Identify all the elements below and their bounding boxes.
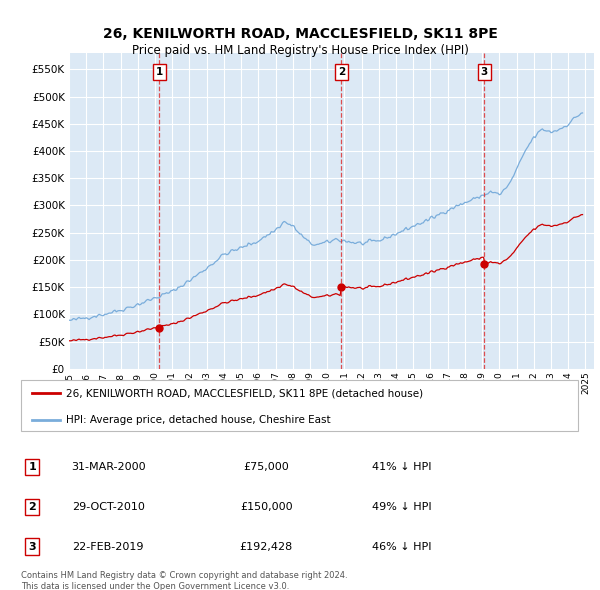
Text: HPI: Average price, detached house, Cheshire East: HPI: Average price, detached house, Ches… xyxy=(66,415,331,425)
Text: Price paid vs. HM Land Registry's House Price Index (HPI): Price paid vs. HM Land Registry's House … xyxy=(131,44,469,57)
Text: 3: 3 xyxy=(481,67,488,77)
Text: 49% ↓ HPI: 49% ↓ HPI xyxy=(372,502,431,512)
Text: 3: 3 xyxy=(28,542,36,552)
Text: 1: 1 xyxy=(156,67,163,77)
Text: 31-MAR-2000: 31-MAR-2000 xyxy=(71,463,146,472)
Text: 26, KENILWORTH ROAD, MACCLESFIELD, SK11 8PE (detached house): 26, KENILWORTH ROAD, MACCLESFIELD, SK11 … xyxy=(66,388,423,398)
FancyBboxPatch shape xyxy=(21,380,578,431)
Text: 29-OCT-2010: 29-OCT-2010 xyxy=(72,502,145,512)
Text: £150,000: £150,000 xyxy=(240,502,292,512)
Text: 41% ↓ HPI: 41% ↓ HPI xyxy=(372,463,431,472)
Text: 1: 1 xyxy=(28,463,36,472)
Text: 2: 2 xyxy=(338,67,345,77)
Text: 26, KENILWORTH ROAD, MACCLESFIELD, SK11 8PE: 26, KENILWORTH ROAD, MACCLESFIELD, SK11 … xyxy=(103,27,497,41)
Text: 2: 2 xyxy=(28,502,36,512)
Text: Contains HM Land Registry data © Crown copyright and database right 2024.
This d: Contains HM Land Registry data © Crown c… xyxy=(21,571,347,590)
Text: £192,428: £192,428 xyxy=(239,542,293,552)
Text: £75,000: £75,000 xyxy=(243,463,289,472)
Text: 22-FEB-2019: 22-FEB-2019 xyxy=(73,542,144,552)
Text: 46% ↓ HPI: 46% ↓ HPI xyxy=(372,542,431,552)
